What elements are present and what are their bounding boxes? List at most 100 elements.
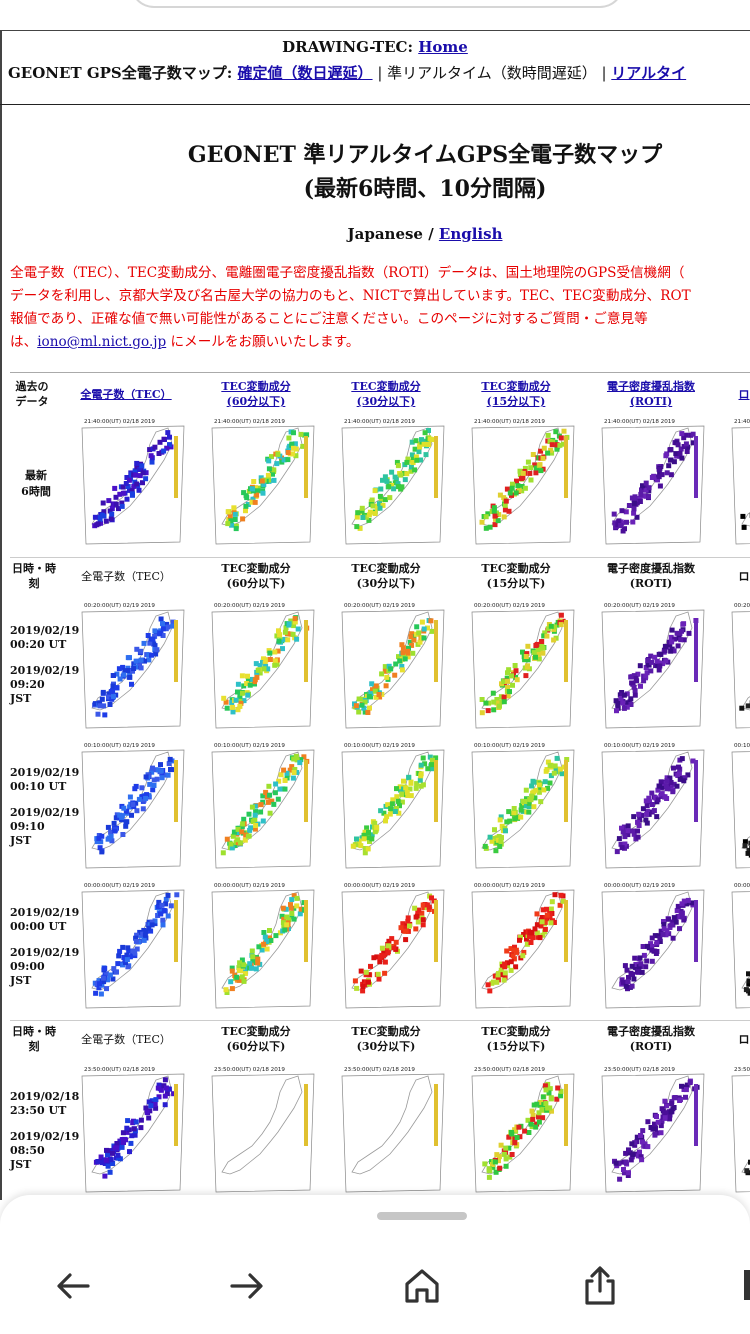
tec-map-thumbnail[interactable]: 23:50:00(UT) 02/18 2019 [596,1062,710,1202]
tec-data-point [116,666,122,672]
tec-data-point [103,1157,109,1163]
tec-data-point [657,783,663,789]
tec-map-thumbnail[interactable]: 00:00:00(UT) 02/19 2019 [726,878,750,1018]
map-frame [731,891,750,1009]
tec-data-point [637,1149,642,1155]
tec-map-thumbnail[interactable]: 00:10:00(UT) 02/19 2019 [206,738,320,878]
tec-map-thumbnail[interactable]: 00:00:00(UT) 02/19 2019 [466,878,580,1018]
tec-data-point [156,899,162,905]
tec-data-point [651,473,657,479]
tec-map-thumbnail[interactable]: 21:40:00(UT) 02/18 2019 [76,414,190,554]
tec-data-point [526,1130,532,1135]
tec-data-point [359,508,365,514]
roti-column-link[interactable]: 電子密度擾乱指数 (ROTI) [596,379,706,409]
tec-map-thumbnail[interactable]: 21:40:00(UT) 02/18 2019 [596,414,710,554]
tec-data-point [671,648,677,654]
tec-map-thumbnail[interactable]: 00:00:00(UT) 02/19 2019 [206,878,320,1018]
email-link[interactable]: iono@ml.nict.go.jp [37,334,167,350]
tec-map-thumbnail[interactable]: 23:50:00(UT) 02/18 2019 [466,1062,580,1202]
drag-handle[interactable] [377,1212,467,1220]
tec-data-point [668,1109,674,1115]
japan-map-image: 00:10:00(UT) 02/19 2019 [341,743,445,869]
tec-map-thumbnail[interactable]: 00:20:00(UT) 02/19 2019 [336,598,450,738]
tec-data-point [111,966,117,972]
tec-map-thumbnail[interactable]: 00:00:00(UT) 02/19 2019 [336,878,450,1018]
tec-data-point [519,488,525,494]
tec-data-point [276,628,281,634]
tec-data-point [501,977,507,983]
tec-data-point [625,979,631,984]
japan-outline [221,1075,303,1175]
tec-data-point [528,797,534,803]
home-link[interactable]: Home [418,38,468,56]
color-scale-bar [304,760,308,822]
tec-data-point [409,439,415,445]
tec-data-point [168,767,173,772]
tec60-column-link[interactable]: TEC変動成分 (60分以下) [206,379,306,409]
tec-map-thumbnail[interactable]: 00:10:00(UT) 02/19 2019 [466,738,580,878]
tec-data-point [555,1085,561,1091]
tec-data-point [543,1087,549,1093]
tec-data-point [229,845,235,851]
tabs-button-edge[interactable] [744,1270,750,1300]
tec-map-thumbnail[interactable]: 00:20:00(UT) 02/19 2019 [76,598,190,738]
tec-data-point [682,775,688,781]
tec-map-thumbnail[interactable]: 21:40:00(UT) 02/18 2019 [726,414,750,554]
tec-data-point [653,951,659,956]
tec-map-thumbnail[interactable]: 00:10:00(UT) 02/19 2019 [596,738,710,878]
tec-map-thumbnail[interactable]: 00:20:00(UT) 02/19 2019 [466,598,580,738]
tec-map-thumbnail[interactable]: 23:50:00(UT) 02/18 2019 [336,1062,450,1202]
tec-map-thumbnail[interactable]: 00:10:00(UT) 02/19 2019 [726,738,750,878]
tec-data-point [497,1165,503,1171]
tec-map-thumbnail[interactable]: 21:40:00(UT) 02/18 2019 [206,414,320,554]
tec-map-thumbnail[interactable]: 00:20:00(UT) 02/19 2019 [596,598,710,738]
tec-data-point [112,485,118,491]
tec-data-point [660,661,666,667]
tec-data-point [285,450,291,455]
tec-data-point [413,438,419,444]
tec-map-thumbnail[interactable]: 21:40:00(UT) 02/18 2019 [466,414,580,554]
realtime-link[interactable]: リアルタイ [611,64,687,82]
tec-data-point [138,1125,144,1131]
tec-data-point [560,898,566,904]
tec-data-point [152,628,158,634]
tec-map-thumbnail[interactable]: 00:20:00(UT) 02/19 2019 [206,598,320,738]
tec-data-point [513,490,519,496]
confirmed-link[interactable]: 確定値（数日遅延） [237,64,373,82]
tec-data-point [643,665,649,670]
tec-map-thumbnail[interactable]: 00:10:00(UT) 02/19 2019 [336,738,450,878]
tec-data-point [483,514,489,520]
japan-map-image: 00:20:00(UT) 02/19 2019 [341,603,445,729]
tec-column-link[interactable]: 全電子数（TEC） [80,388,172,401]
tec-data-point [240,821,246,827]
tec-data-point [536,1110,542,1116]
english-link[interactable]: English [438,225,503,243]
back-button[interactable] [46,1258,102,1314]
tec-map-thumbnail[interactable]: 00:10:00(UT) 02/19 2019 [76,738,190,878]
tec-map-thumbnail[interactable]: 21:40:00(UT) 02/18 2019 [336,414,450,554]
tec30-column-link[interactable]: TEC変動成分 (30分以下) [336,379,436,409]
tec-map-thumbnail[interactable]: 00:00:00(UT) 02/19 2019 [76,878,190,1018]
tec-map-thumbnail[interactable]: 00:00:00(UT) 02/19 2019 [596,878,710,1018]
tec-data-point [163,896,169,902]
tec60-column-header: TEC変動成分 (60分以下) [206,1024,306,1054]
tec-data-point [668,780,674,785]
header-text: (60分以下) [226,1040,286,1053]
tec-data-point [649,935,655,941]
tec-map-thumbnail[interactable]: 23:50:00(UT) 02/18 2019 [76,1062,190,1202]
tec-data-point [684,449,690,454]
tec-data-point [147,781,153,787]
tec-data-point [115,961,121,967]
tec-data-point [248,825,254,831]
tec15-column-link[interactable]: TEC変動成分 (15分以下) [466,379,566,409]
tec-map-thumbnail[interactable]: 00:20:00(UT) 02/19 2019 [726,598,750,738]
home-button[interactable] [394,1258,450,1314]
tec-data-point [367,705,372,711]
share-button[interactable] [572,1258,628,1314]
forward-button[interactable] [218,1258,274,1314]
tec-map-thumbnail[interactable]: 23:50:00(UT) 02/18 2019 [726,1062,750,1202]
tec-data-point [255,956,261,962]
extra-column-link[interactable]: ロ [738,388,750,401]
tec-data-point [149,922,155,928]
tec-map-thumbnail[interactable]: 23:50:00(UT) 02/18 2019 [206,1062,320,1202]
